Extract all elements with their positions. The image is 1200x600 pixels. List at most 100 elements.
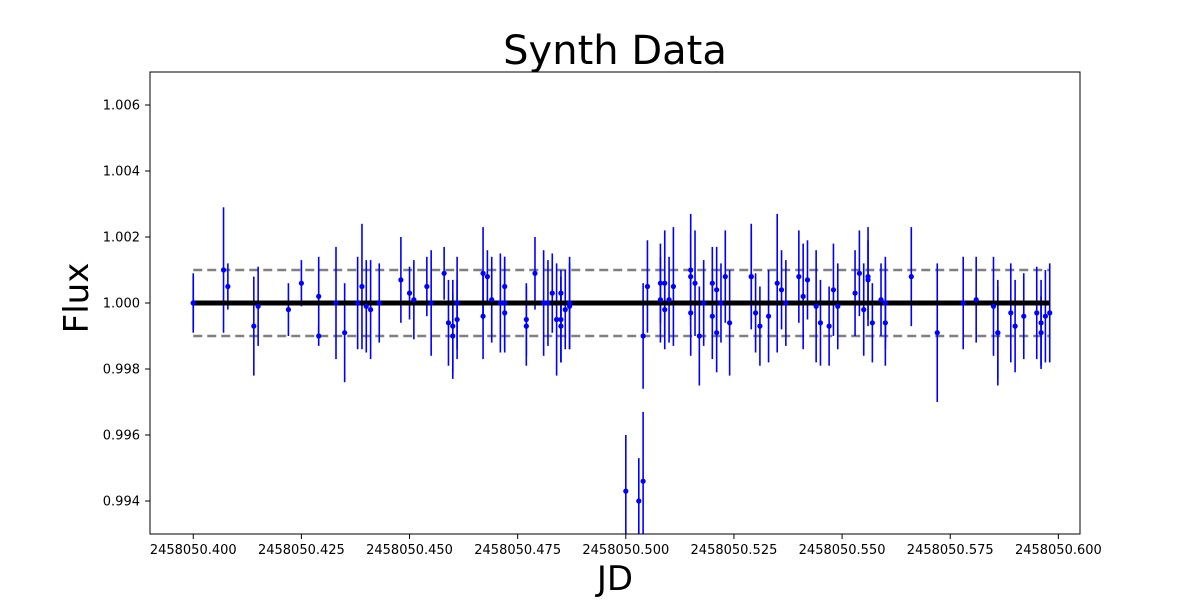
x-tick-label: 2458050.525	[691, 543, 778, 558]
data-point	[1042, 313, 1048, 319]
data-point	[398, 277, 404, 283]
data-point	[316, 333, 322, 339]
data-point	[342, 330, 348, 336]
data-point	[566, 300, 573, 306]
data-point	[662, 280, 668, 286]
x-tick-label: 2458050.600	[1015, 543, 1102, 558]
data-point	[830, 287, 837, 293]
data-point	[450, 333, 456, 339]
data-point	[644, 283, 651, 290]
data-point	[709, 280, 715, 286]
data-point	[558, 316, 564, 323]
data-point	[489, 297, 495, 303]
data-point	[973, 297, 979, 303]
data-point	[190, 300, 196, 306]
data-point	[623, 488, 629, 494]
data-point	[817, 320, 824, 326]
data-point	[856, 270, 862, 276]
data-point	[355, 300, 361, 306]
data-point	[220, 267, 227, 273]
data-point	[1038, 320, 1044, 326]
x-tick-label: 2458050.500	[582, 543, 669, 558]
data-point	[523, 323, 529, 329]
data-point	[692, 280, 698, 286]
data-point	[878, 297, 884, 303]
data-point	[562, 307, 568, 313]
data-point	[255, 303, 261, 309]
data-point	[960, 300, 966, 306]
data-point	[359, 283, 365, 290]
x-tick-label: 2458050.400	[150, 543, 237, 558]
data-point	[424, 283, 430, 290]
x-tick-label: 2458050.450	[366, 543, 453, 558]
data-point	[558, 290, 564, 296]
data-point	[497, 300, 503, 306]
data-point	[411, 297, 417, 303]
data-point	[757, 323, 763, 329]
data-point	[316, 293, 322, 299]
y-axis-ticks: 0.994 0.996 0.998 1.000 1.002 1.004 1.006	[103, 99, 150, 510]
data-point	[800, 293, 806, 299]
data-point	[670, 283, 676, 290]
data-point	[640, 333, 646, 339]
data-point	[666, 297, 672, 303]
x-tick-label: 2458050.550	[799, 543, 886, 558]
y-tick-label: 0.996	[103, 429, 140, 444]
data-point	[428, 300, 434, 306]
data-point	[484, 274, 490, 280]
data-point	[882, 320, 888, 326]
data-point	[1038, 330, 1044, 336]
data-point	[688, 267, 694, 273]
x-tick-label: 2458050.425	[258, 543, 345, 558]
data-point	[450, 323, 456, 329]
data-point	[1021, 313, 1027, 319]
data-point	[640, 478, 646, 484]
data-point	[532, 270, 538, 276]
data-point	[752, 310, 759, 316]
data-point	[783, 300, 789, 306]
points-layer	[190, 267, 1053, 504]
data-point	[454, 316, 460, 323]
data-point	[804, 277, 811, 283]
y-axis-label: Flux	[57, 263, 97, 334]
y-tick-label: 1.006	[103, 99, 140, 114]
y-tick-label: 0.994	[103, 495, 140, 510]
data-point	[835, 303, 841, 309]
data-point	[558, 323, 564, 329]
data-point	[502, 300, 508, 306]
data-point	[225, 283, 231, 290]
data-point	[688, 310, 694, 316]
data-point	[554, 316, 560, 323]
data-point	[1034, 310, 1040, 316]
data-point	[441, 270, 447, 276]
y-tick-label: 0.998	[103, 363, 140, 378]
data-point	[995, 330, 1001, 336]
data-point	[662, 307, 668, 313]
data-point	[934, 330, 940, 336]
data-point	[454, 300, 460, 306]
data-point	[869, 320, 875, 326]
data-point	[714, 330, 720, 336]
data-point	[636, 498, 642, 504]
data-point	[882, 300, 888, 306]
data-point	[406, 290, 413, 296]
data-point	[908, 274, 914, 280]
data-point	[861, 307, 867, 313]
data-point	[813, 303, 819, 309]
data-point	[368, 307, 374, 313]
data-point	[1008, 310, 1014, 316]
data-point	[285, 307, 292, 313]
data-point	[545, 300, 551, 306]
data-point	[701, 300, 707, 306]
data-point	[774, 280, 780, 286]
data-point	[541, 300, 547, 306]
data-point	[765, 313, 772, 319]
data-point	[363, 303, 369, 309]
data-point	[748, 274, 754, 280]
data-point	[298, 280, 304, 286]
data-point	[523, 316, 529, 323]
data-point	[709, 313, 715, 319]
data-point	[852, 290, 858, 296]
data-point	[1047, 310, 1053, 316]
